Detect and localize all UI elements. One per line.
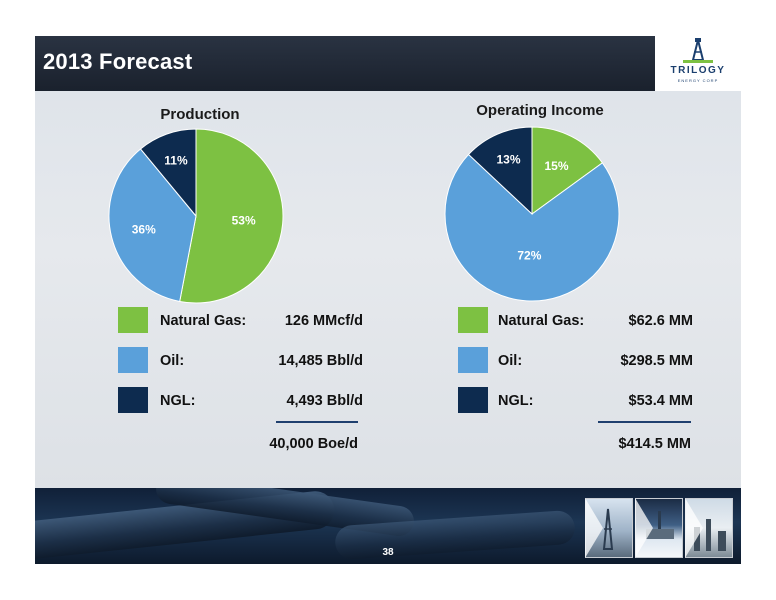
production-legend-natural-gas: Natural Gas: 126 MMcf/d [118, 307, 363, 335]
legend-value: 14,485 Bbl/d [278, 353, 363, 369]
legend-label: NGL: [160, 393, 196, 409]
natural-gas-swatch [458, 307, 488, 333]
production-pie-chart: 53% 36% 11% [108, 128, 284, 304]
rig-photo-icon [602, 508, 614, 550]
plant-photo-icon [694, 519, 726, 551]
legend-value: 4,493 Bbl/d [286, 393, 363, 409]
legend-label: NGL: [498, 393, 534, 409]
pie-slice-ngl [139, 128, 197, 218]
company-logo: TRILOGY ENERGY CORP [655, 36, 741, 91]
pie-label-natural-gas: 53% [232, 214, 256, 228]
production-legend-oil: Oil: 14,485 Bbl/d [118, 347, 363, 375]
pie-label-oil: 36% [132, 222, 156, 236]
income-total-rule [598, 421, 691, 423]
production-total-rule [276, 421, 358, 423]
pie-label-ngl: 13% [496, 153, 520, 167]
pie-slice-ngl [467, 126, 533, 216]
page-number: 38 [382, 547, 394, 558]
pie-label-natural-gas: 15% [544, 159, 568, 173]
legend-value: 126 MMcf/d [284, 313, 363, 329]
chevron-right-icon [585, 498, 703, 558]
pie-label-oil: 72% [517, 249, 541, 263]
pie-slice-oil [108, 148, 197, 303]
oil-swatch [118, 347, 148, 373]
legend-label: Oil: [498, 353, 523, 369]
operating-income-chart-title: Operating Income [476, 102, 604, 119]
legend-value: $62.6 MM [628, 313, 693, 329]
derrick-icon [683, 38, 713, 63]
logo-tagline: ENERGY CORP [677, 78, 719, 83]
legend-label: Natural Gas: [160, 313, 247, 329]
legend-value: $298.5 MM [620, 353, 693, 369]
pie-slice-oil [444, 153, 620, 302]
production-total: 40,000 Boe/d [269, 436, 358, 452]
legend-value: $53.4 MM [628, 393, 693, 409]
snow-rig-photo-icon [646, 511, 674, 539]
income-legend-natural-gas: Natural Gas: $62.6 MM [458, 307, 693, 335]
natural-gas-swatch [118, 307, 148, 333]
oil-swatch [458, 347, 488, 373]
income-legend-ngl: NGL: $53.4 MM [458, 387, 693, 415]
legend-label: Natural Gas: [498, 313, 585, 329]
legend-label: Oil: [160, 353, 185, 369]
content-area: Production 53% 36% 11% Operating Income 15… [35, 91, 741, 488]
pie-label-ngl: 11% [164, 153, 188, 167]
operating-income-pie-chart: 15% 72% 13% [444, 126, 620, 302]
production-chart-title: Production [160, 106, 240, 123]
pie-slice-natural-gas [531, 126, 604, 215]
production-legend-ngl: NGL: 4,493 Bbl/d [118, 387, 363, 415]
pie-slice-natural-gas [179, 128, 284, 304]
photo-strip [585, 498, 737, 558]
logo-wordmark: TRILOGY [670, 65, 726, 76]
page-title: 2013 Forecast [43, 49, 193, 74]
slide: 2013 Forecast TRILOGY ENERGY CORP Produc… [35, 36, 741, 564]
ngl-swatch [458, 387, 488, 413]
income-legend-oil: Oil: $298.5 MM [458, 347, 693, 375]
income-total: $414.5 MM [618, 436, 691, 452]
header-bar: 2013 Forecast TRILOGY ENERGY CORP [35, 36, 741, 91]
footer-banner: 38 [35, 488, 741, 564]
ngl-swatch [118, 387, 148, 413]
